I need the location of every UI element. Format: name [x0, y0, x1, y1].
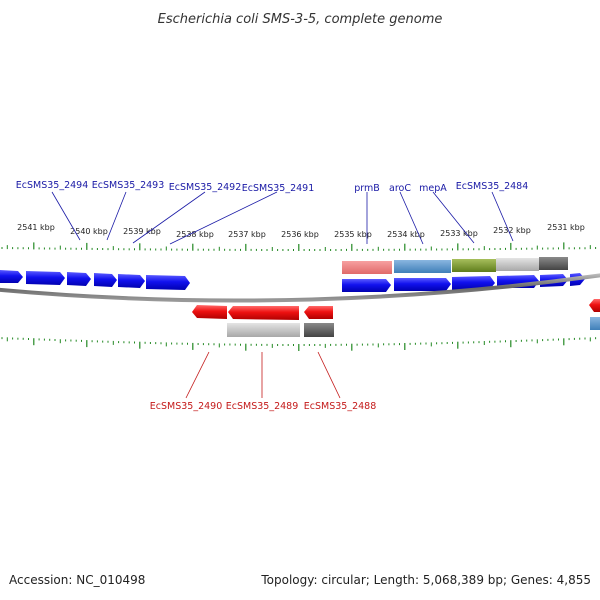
gene-label-prmb[interactable]: prmB	[354, 183, 380, 194]
forward-gene-arrow[interactable]	[394, 278, 451, 291]
feature-bar-olive[interactable]	[452, 259, 496, 272]
scale-label-2536: 2536 kbp	[281, 230, 319, 239]
genome-backbone	[0, 273, 600, 303]
outer-tick-ruler	[1, 242, 597, 251]
leader-line-ecsms35-2490	[185, 351, 210, 399]
top-leader-lines	[51, 191, 514, 245]
gene-label-aroc[interactable]: aroC	[389, 183, 411, 194]
reverse-gene-arrow[interactable]	[304, 306, 333, 319]
feature-bar-light-gray[interactable]	[227, 323, 300, 337]
leader-line-ecsms35-2494	[51, 191, 81, 241]
reverse-gene-arrow[interactable]	[589, 299, 600, 312]
feature-bar-dark-gray[interactable]	[539, 257, 568, 270]
forward-gene-arrow[interactable]	[0, 270, 23, 283]
gene-label-mepa[interactable]: mepA	[419, 183, 447, 194]
forward-gene-arrow[interactable]	[342, 279, 391, 292]
gene-label-ecsms35-2493[interactable]: EcSMS35_2493	[92, 180, 165, 191]
map-title: Escherichia coli SMS-3-5, complete genom…	[158, 12, 443, 27]
scale-label-2539: 2539 kbp	[123, 227, 161, 236]
inner-tick-ruler	[1, 337, 597, 351]
leader-line-ecsms35-2492	[132, 191, 206, 244]
scale-label-2532: 2532 kbp	[493, 226, 531, 235]
top-gene-labels: EcSMS35_2494 EcSMS35_2493 EcSMS35_2492 E…	[16, 180, 529, 194]
scale-label-2538: 2538 kbp	[176, 230, 214, 239]
leader-line-mepa	[432, 191, 475, 244]
genome-summary-text: Topology: circular; Length: 5,068,389 bp…	[261, 573, 591, 587]
gene-label-ecsms35-2488[interactable]: EcSMS35_2488	[304, 401, 377, 412]
scale-label-2533: 2533 kbp	[440, 229, 478, 238]
forward-gene-arrow[interactable]	[146, 275, 190, 290]
forward-gene-arrow[interactable]	[26, 271, 65, 285]
forward-gene-arrow[interactable]	[67, 272, 91, 286]
scale-label-2541: 2541 kbp	[17, 223, 55, 232]
feature-color-bars	[342, 257, 568, 274]
scale-label-2534: 2534 kbp	[387, 230, 425, 239]
feature-bar-steel-blue[interactable]	[394, 260, 451, 273]
leader-line-ecsms35-2488	[317, 351, 341, 399]
feature-bar-light-gray[interactable]	[496, 258, 539, 271]
bottom-leader-lines	[185, 351, 341, 399]
scale-label-2535: 2535 kbp	[334, 230, 372, 239]
reverse-gene-arrow[interactable]	[192, 305, 227, 319]
leader-line-aroc	[399, 191, 424, 245]
scale-label-2537: 2537 kbp	[228, 230, 266, 239]
leader-line-ecsms35-2493	[106, 191, 127, 241]
reverse-strand-genes	[192, 299, 600, 320]
reverse-gene-arrow[interactable]	[228, 306, 299, 320]
gene-label-ecsms35-2494[interactable]: EcSMS35_2494	[16, 180, 89, 191]
scale-labels: 2541 kbp 2540 kbp 2539 kbp 2538 kbp 2537…	[17, 223, 585, 239]
forward-gene-arrow[interactable]	[118, 274, 145, 288]
scale-label-2531: 2531 kbp	[547, 223, 585, 232]
leader-line-ecsms35-2484	[491, 191, 514, 242]
bottom-feature-bars	[227, 317, 600, 337]
forward-gene-arrow[interactable]	[94, 273, 117, 287]
accession-text: Accession: NC_010498	[9, 573, 146, 587]
gene-label-ecsms35-2492[interactable]: EcSMS35_2492	[169, 182, 242, 193]
bottom-gene-labels: EcSMS35_2490 EcSMS35_2489 EcSMS35_2488	[150, 401, 377, 412]
leader-line-ecsms35-2491	[169, 191, 278, 245]
forward-gene-arrow[interactable]	[452, 276, 495, 290]
scale-label-2540: 2540 kbp	[70, 227, 108, 236]
feature-bar-dark-gray[interactable]	[304, 323, 334, 337]
gene-label-ecsms35-2490[interactable]: EcSMS35_2490	[150, 401, 223, 412]
gene-label-ecsms35-2491[interactable]: EcSMS35_2491	[242, 183, 315, 194]
gene-label-ecsms35-2489[interactable]: EcSMS35_2489	[226, 401, 299, 412]
feature-bar-steel-blue[interactable]	[590, 317, 600, 330]
feature-bar-pink[interactable]	[342, 261, 392, 274]
gene-label-ecsms35-2484[interactable]: EcSMS35_2484	[456, 181, 529, 192]
